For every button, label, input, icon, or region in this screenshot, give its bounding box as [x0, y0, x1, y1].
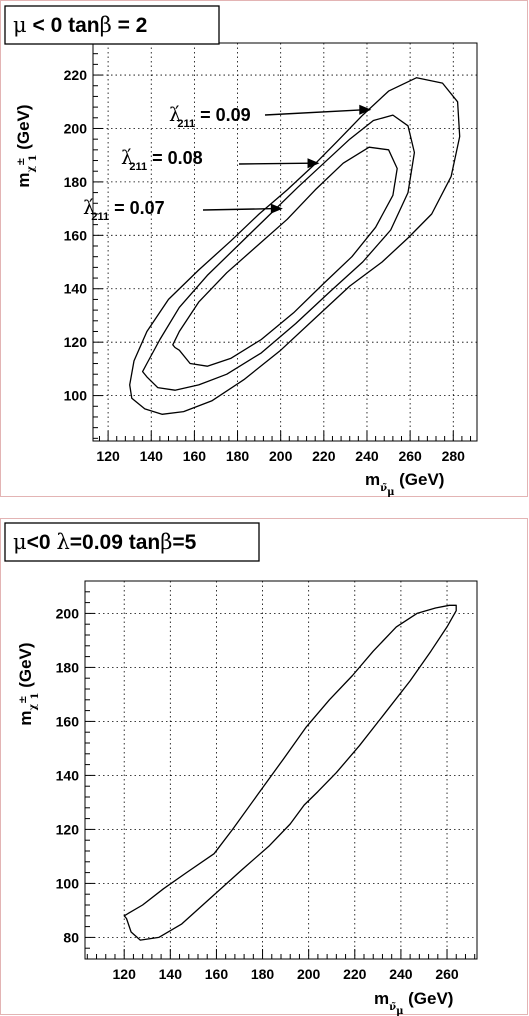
x-tick-label: 200 — [269, 448, 293, 464]
contour-line-1 — [141, 114, 416, 391]
annotation-arrow-2 — [202, 207, 275, 211]
contour-label-2: λ′211 = 0.07 — [83, 195, 165, 223]
y-tick-label: 160 — [64, 227, 88, 243]
x-tick-label: 280 — [442, 448, 466, 464]
chart-title: μ<0 λ=0.09 tanβ=5 — [13, 530, 197, 554]
chart-panel-top: 120 140 160 180 200 220 240 260 280 100 120 140 160 1… — [0, 0, 528, 498]
contour-label-0: λ′211 = 0.09 — [169, 102, 251, 130]
title-box — [4, 522, 260, 562]
y-axis-label: mχ±1 (GeV) — [14, 104, 39, 187]
annotation-arrow-0 — [264, 109, 364, 116]
x-tick-label: 120 — [113, 966, 137, 982]
y-tick-label: 80 — [63, 929, 79, 945]
annotation-arrow-1 — [238, 162, 312, 165]
chart-top: 120 140 160 180 200 220 240 260 280 100 120 140 160 1… — [4, 5, 478, 498]
y-tick-label: 200 — [64, 120, 88, 136]
chart-panel-bottom: 120 140 160 180 200 220 240 260 80 100 120 140 160 18… — [0, 518, 528, 1016]
x-tick-label: 220 — [312, 448, 336, 464]
x-tick-label: 260 — [398, 448, 422, 464]
annotation-arrowhead-2 — [270, 203, 283, 214]
plot-frame — [84, 580, 478, 960]
contour-line-2 — [172, 146, 398, 367]
chart-title: μ < 0 tanβ = 2 — [13, 13, 147, 37]
annotation-arrowhead-1 — [307, 158, 320, 169]
x-tick-label: 260 — [435, 966, 459, 982]
y-tick-label: 200 — [56, 605, 80, 621]
x-tick-label: 180 — [251, 966, 275, 982]
y-tick-label: 160 — [56, 713, 80, 729]
annotation-arrowhead-0 — [359, 104, 372, 115]
x-tick-label: 160 — [205, 966, 229, 982]
plot-frame — [92, 42, 478, 442]
x-tick-label: 240 — [389, 966, 413, 982]
x-tick-label: 140 — [159, 966, 183, 982]
y-axis-label: mχ±1 (GeV) — [16, 642, 41, 725]
y-tick-label: 100 — [64, 388, 88, 404]
x-tick-label: 160 — [183, 448, 207, 464]
y-tick-label: 220 — [64, 67, 88, 83]
contour-line-0 — [129, 77, 461, 415]
y-tick-label: 140 — [64, 281, 88, 297]
title-box — [4, 5, 220, 45]
x-tick-label: 180 — [226, 448, 250, 464]
contour-label-1: λ′211 = 0.08 — [121, 145, 203, 173]
x-tick-label: 220 — [343, 966, 367, 982]
y-tick-label: 140 — [56, 767, 80, 783]
x-tick-label: 200 — [297, 966, 321, 982]
y-tick-label: 120 — [56, 821, 80, 837]
y-tick-label: 180 — [64, 174, 88, 190]
y-tick-label: 180 — [56, 659, 80, 675]
x-axis-label: mν̃μ (GeV) — [365, 470, 444, 498]
x-tick-label: 120 — [96, 448, 120, 464]
contour-line-0 — [123, 604, 457, 941]
x-axis-label: mν̃μ (GeV) — [374, 989, 453, 1016]
y-tick-label: 100 — [56, 875, 80, 891]
x-tick-label: 240 — [355, 448, 379, 464]
y-tick-label: 120 — [64, 334, 88, 350]
x-tick-label: 140 — [140, 448, 164, 464]
chart-bottom: 120 140 160 180 200 220 240 260 80 100 120 140 160 18… — [4, 522, 478, 1016]
